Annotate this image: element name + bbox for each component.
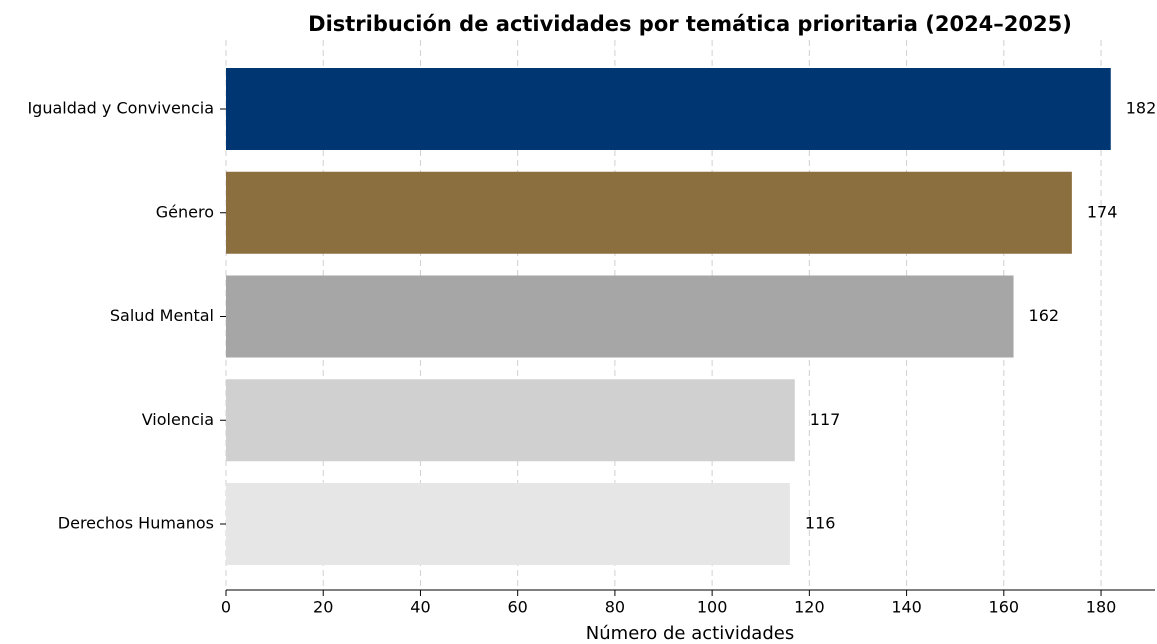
- value-label: 174: [1087, 202, 1118, 221]
- y-tick-label: Salud Mental: [110, 306, 214, 325]
- bar: [226, 68, 1111, 150]
- x-tick-label: 40: [410, 598, 430, 617]
- value-label: 116: [805, 514, 836, 533]
- x-tick-label: 0: [221, 598, 231, 617]
- value-label: 182: [1126, 99, 1157, 118]
- bar: [226, 171, 1072, 254]
- y-tick-label: Violencia: [142, 410, 214, 429]
- y-tick-label: Género: [156, 202, 214, 221]
- x-tick-label: 140: [891, 598, 922, 617]
- x-axis-label: Número de actividades: [586, 623, 794, 644]
- bar: [226, 483, 790, 565]
- x-tick-label: 80: [605, 598, 625, 617]
- x-tick-label: 60: [508, 598, 528, 617]
- value-label: 162: [1029, 306, 1060, 325]
- x-tick-label: 100: [697, 598, 728, 617]
- chart-title: Distribución de actividades por temática…: [308, 12, 1072, 36]
- value-label: 117: [810, 410, 841, 429]
- x-tick-label: 160: [989, 598, 1020, 617]
- x-tick-label: 180: [1086, 598, 1117, 617]
- y-tick-label: Derechos Humanos: [58, 514, 214, 533]
- bar: [226, 275, 1014, 358]
- x-tick-label: 20: [313, 598, 333, 617]
- x-tick-label: 120: [794, 598, 825, 617]
- y-tick-label: Igualdad y Convivencia: [27, 99, 214, 118]
- bar: [226, 379, 795, 462]
